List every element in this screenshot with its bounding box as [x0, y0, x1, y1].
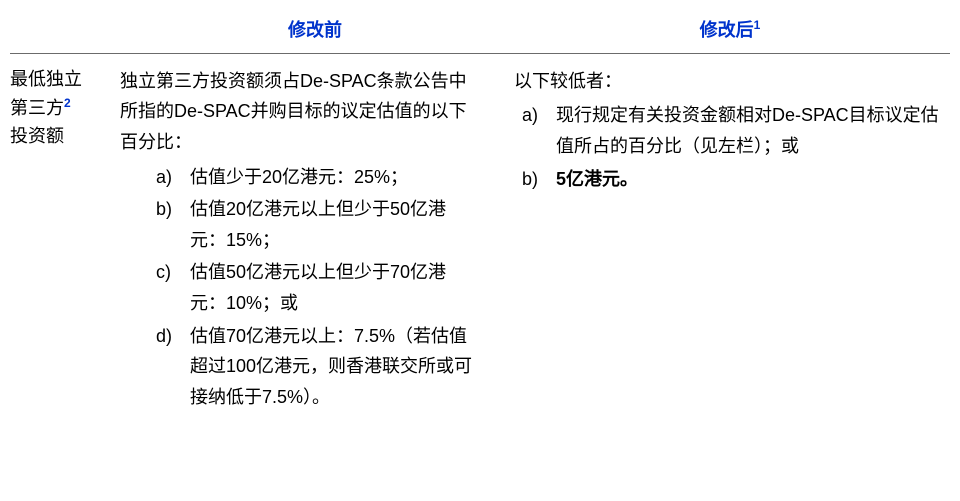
- header-after: 修改后1: [510, 10, 950, 53]
- table-header-row: 修改前 修改后1: [10, 10, 950, 54]
- header-label-spacer: [10, 10, 120, 53]
- list-text: 估值少于20亿港元：25%；: [190, 162, 482, 193]
- header-before: 修改前: [120, 10, 510, 53]
- header-after-text: 修改后: [700, 20, 754, 40]
- list-text: 估值70亿港元以上：7.5%（若估值超过100亿港元，则香港联交所或可接纳低于7…: [190, 321, 482, 413]
- list-text: 估值20亿港元以上但少于50亿港元：15%；: [190, 194, 482, 255]
- column-before: 独立第三方投资额须占De-SPAC条款公告中所指的De-SPAC并购目标的议定估…: [120, 66, 510, 413]
- row-label-line2-prefix: 第三方: [10, 98, 64, 118]
- after-list: a) 现行规定有关投资金额相对De-SPAC目标议定估值所占的百分比（见左栏）；…: [514, 100, 950, 194]
- list-item: d) 估值70亿港元以上：7.5%（若估值超过100亿港元，则香港联交所或可接纳…: [120, 321, 482, 413]
- list-item: a) 现行规定有关投资金额相对De-SPAC目标议定估值所占的百分比（见左栏）；…: [514, 100, 950, 161]
- row-label-sup: 2: [64, 96, 71, 110]
- after-intro: 以下较低者：: [514, 66, 950, 97]
- list-item: b) 5亿港元。: [514, 164, 950, 195]
- comparison-table: 修改前 修改后1 最低独立 第三方2 投资额 独立第三方投资额须占De-SPAC…: [10, 10, 950, 412]
- row-label-line3: 投资额: [10, 126, 64, 146]
- before-intro: 独立第三方投资额须占De-SPAC条款公告中所指的De-SPAC并购目标的议定估…: [120, 66, 482, 158]
- list-marker: c): [156, 257, 190, 318]
- column-after: 以下较低者： a) 现行规定有关投资金额相对De-SPAC目标议定估值所占的百分…: [510, 66, 950, 413]
- list-marker: a): [522, 100, 556, 161]
- list-text: 现行规定有关投资金额相对De-SPAC目标议定估值所占的百分比（见左栏）；或: [556, 100, 950, 161]
- list-text: 估值50亿港元以上但少于70亿港元：10%；或: [190, 257, 482, 318]
- before-list: a) 估值少于20亿港元：25%； b) 估值20亿港元以上但少于50亿港元：1…: [120, 162, 482, 413]
- list-item: b) 估值20亿港元以上但少于50亿港元：15%；: [120, 194, 482, 255]
- row-label-line1: 最低独立: [10, 69, 82, 89]
- list-marker: a): [156, 162, 190, 193]
- list-marker: b): [522, 164, 556, 195]
- list-marker: b): [156, 194, 190, 255]
- table-body-row: 最低独立 第三方2 投资额 独立第三方投资额须占De-SPAC条款公告中所指的D…: [10, 54, 950, 413]
- list-text: 5亿港元。: [556, 164, 950, 195]
- list-item: c) 估值50亿港元以上但少于70亿港元：10%；或: [120, 257, 482, 318]
- header-after-sup: 1: [754, 18, 761, 32]
- list-marker: d): [156, 321, 190, 413]
- row-label: 最低独立 第三方2 投资额: [10, 66, 120, 413]
- list-item: a) 估值少于20亿港元：25%；: [120, 162, 482, 193]
